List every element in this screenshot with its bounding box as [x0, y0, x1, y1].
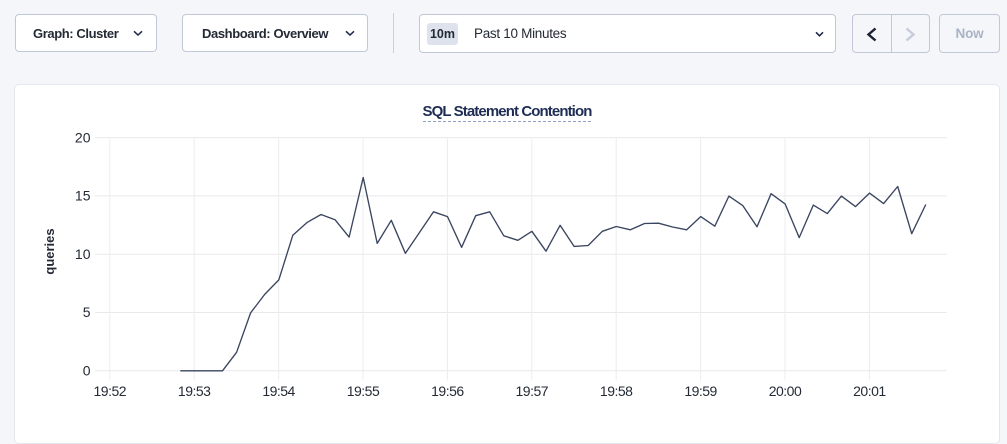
svg-text:0: 0 — [83, 363, 91, 379]
svg-text:19:55: 19:55 — [347, 383, 380, 399]
svg-text:19:59: 19:59 — [684, 383, 717, 399]
svg-text:queries: queries — [42, 228, 57, 274]
svg-text:10: 10 — [75, 246, 91, 262]
svg-text:19:54: 19:54 — [262, 383, 295, 399]
svg-text:19:57: 19:57 — [516, 383, 549, 399]
svg-text:15: 15 — [75, 188, 91, 204]
svg-text:19:52: 19:52 — [94, 383, 127, 399]
svg-text:20:01: 20:01 — [853, 383, 886, 399]
svg-text:20:00: 20:00 — [769, 383, 802, 399]
svg-text:19:56: 19:56 — [431, 383, 464, 399]
svg-text:19:58: 19:58 — [600, 383, 633, 399]
svg-text:19:53: 19:53 — [178, 383, 211, 399]
svg-text:5: 5 — [83, 304, 91, 320]
svg-text:20: 20 — [75, 129, 91, 145]
